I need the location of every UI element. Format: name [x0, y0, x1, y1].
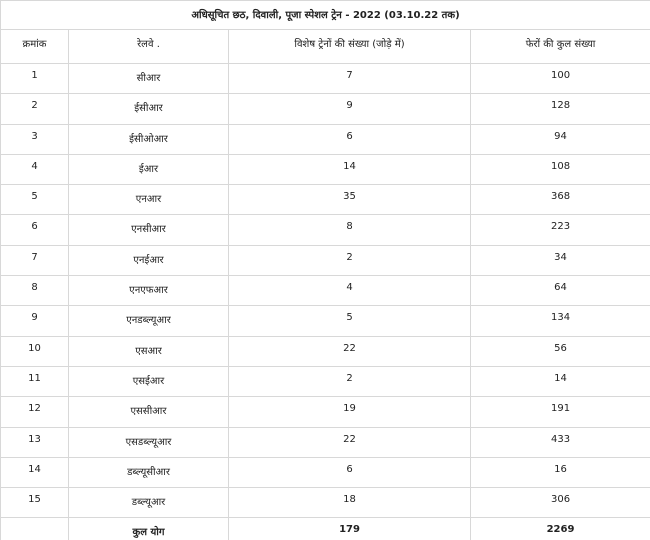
trips-cell: 64 — [469, 275, 650, 307]
trains-cell: 6 — [228, 456, 471, 489]
railway-cell: एनईआर — [68, 244, 229, 277]
serial-cell: 10 — [0, 335, 69, 367]
trains-cell: 22 — [228, 335, 471, 367]
trips-cell: 128 — [469, 93, 650, 125]
serial-cell: 6 — [0, 214, 69, 246]
railway-cell: एनसीआर — [68, 214, 229, 246]
table-row: 6 एनसीआर 8 223 — [0, 214, 650, 246]
trains-cell: 2 — [228, 365, 471, 398]
serial-cell: 3 — [0, 123, 69, 155]
serial-cell: 12 — [0, 396, 69, 428]
trains-cell: 4 — [228, 275, 471, 307]
table-row: 14 डब्ल्यूसीआर 6 16 — [0, 456, 650, 489]
railway-cell: एसआर — [68, 335, 229, 367]
trips-cell: 191 — [469, 396, 650, 428]
railway-cell: एनआर — [68, 184, 229, 216]
trips-cell: 100 — [469, 62, 650, 95]
trips-cell: 433 — [469, 426, 650, 458]
trains-cell: 14 — [228, 153, 471, 186]
table-row: 13 एसडब्ल्यूआर 22 433 — [0, 426, 650, 458]
trips-cell: 34 — [469, 244, 650, 277]
serial-cell: 9 — [0, 305, 69, 337]
railway-cell: डब्ल्यूसीआर — [68, 456, 229, 489]
railway-cell: एसडब्ल्यूआर — [68, 426, 229, 458]
total-trains: 179 — [228, 517, 471, 540]
trains-cell: 35 — [228, 184, 471, 216]
header-railway: रेलवे . — [68, 29, 229, 64]
railway-cell: ईसीआर — [68, 93, 229, 125]
trips-cell: 306 — [469, 487, 650, 519]
serial-cell: 8 — [0, 275, 69, 307]
trips-cell: 94 — [469, 123, 650, 155]
serial-cell: 11 — [0, 365, 69, 398]
table-row: 9 एनडब्ल्यूआर 5 134 — [0, 305, 650, 337]
table-row: 12 एससीआर 19 191 — [0, 396, 650, 428]
trips-cell: 56 — [469, 335, 650, 367]
trains-cell: 8 — [228, 214, 471, 246]
trains-cell: 7 — [228, 62, 471, 95]
railway-cell: ईसीओआर — [68, 123, 229, 155]
table-row: 15 डब्ल्यूआर 18 306 — [0, 487, 650, 519]
table-row: 1 सीआर 7 100 — [0, 62, 650, 95]
total-label: कुल योग — [68, 517, 229, 540]
serial-cell: 15 — [0, 487, 69, 519]
trains-cell: 18 — [228, 487, 471, 519]
trains-cell: 22 — [228, 426, 471, 458]
railway-cell: एनडब्ल्यूआर — [68, 305, 229, 337]
trips-cell: 16 — [469, 456, 650, 489]
header-serial: क्रमांक — [0, 29, 69, 64]
total-row: कुल योग 179 2269 — [0, 517, 650, 540]
serial-cell: 1 — [0, 62, 69, 95]
trains-cell: 19 — [228, 396, 471, 428]
trips-cell: 223 — [469, 214, 650, 246]
table-row: 2 ईसीआर 9 128 — [0, 93, 650, 125]
railway-cell: एससीआर — [68, 396, 229, 428]
serial-cell: 4 — [0, 153, 69, 186]
serial-cell: 7 — [0, 244, 69, 277]
serial-cell: 14 — [0, 456, 69, 489]
table-row: 4 ईआर 14 108 — [0, 153, 650, 186]
trips-cell: 134 — [469, 305, 650, 337]
railway-cell: सीआर — [68, 62, 229, 95]
table-title: अधिसूचित छठ, दिवाली, पूजा स्पेशल ट्रेन -… — [0, 0, 650, 30]
railway-cell: ईआर — [68, 153, 229, 186]
table-row: 3 ईसीओआर 6 94 — [0, 123, 650, 155]
header-trips: फेरों की कुल संख्या — [469, 29, 650, 64]
trains-cell: 9 — [228, 93, 471, 125]
serial-cell: 2 — [0, 93, 69, 125]
serial-cell: 13 — [0, 426, 69, 458]
trips-cell: 368 — [469, 184, 650, 216]
table-row: 11 एसईआर 2 14 — [0, 365, 650, 398]
railway-cell: एसईआर — [68, 365, 229, 398]
railway-cell: डब्ल्यूआर — [68, 487, 229, 519]
table-row: 7 एनईआर 2 34 — [0, 244, 650, 277]
railway-cell: एनएफआर — [68, 275, 229, 307]
trains-cell: 2 — [228, 244, 471, 277]
table-row: 8 एनएफआर 4 64 — [0, 275, 650, 307]
table-row: 5 एनआर 35 368 — [0, 184, 650, 216]
trips-cell: 108 — [469, 153, 650, 186]
trains-cell: 6 — [228, 123, 471, 155]
header-trains: विशेष ट्रेनों की संख्या (जोड़े में) — [228, 29, 471, 64]
serial-cell: 5 — [0, 184, 69, 216]
table-row: 10 एसआर 22 56 — [0, 335, 650, 367]
trains-cell: 5 — [228, 305, 471, 337]
trips-cell: 14 — [469, 365, 650, 398]
total-trips: 2269 — [469, 517, 650, 540]
